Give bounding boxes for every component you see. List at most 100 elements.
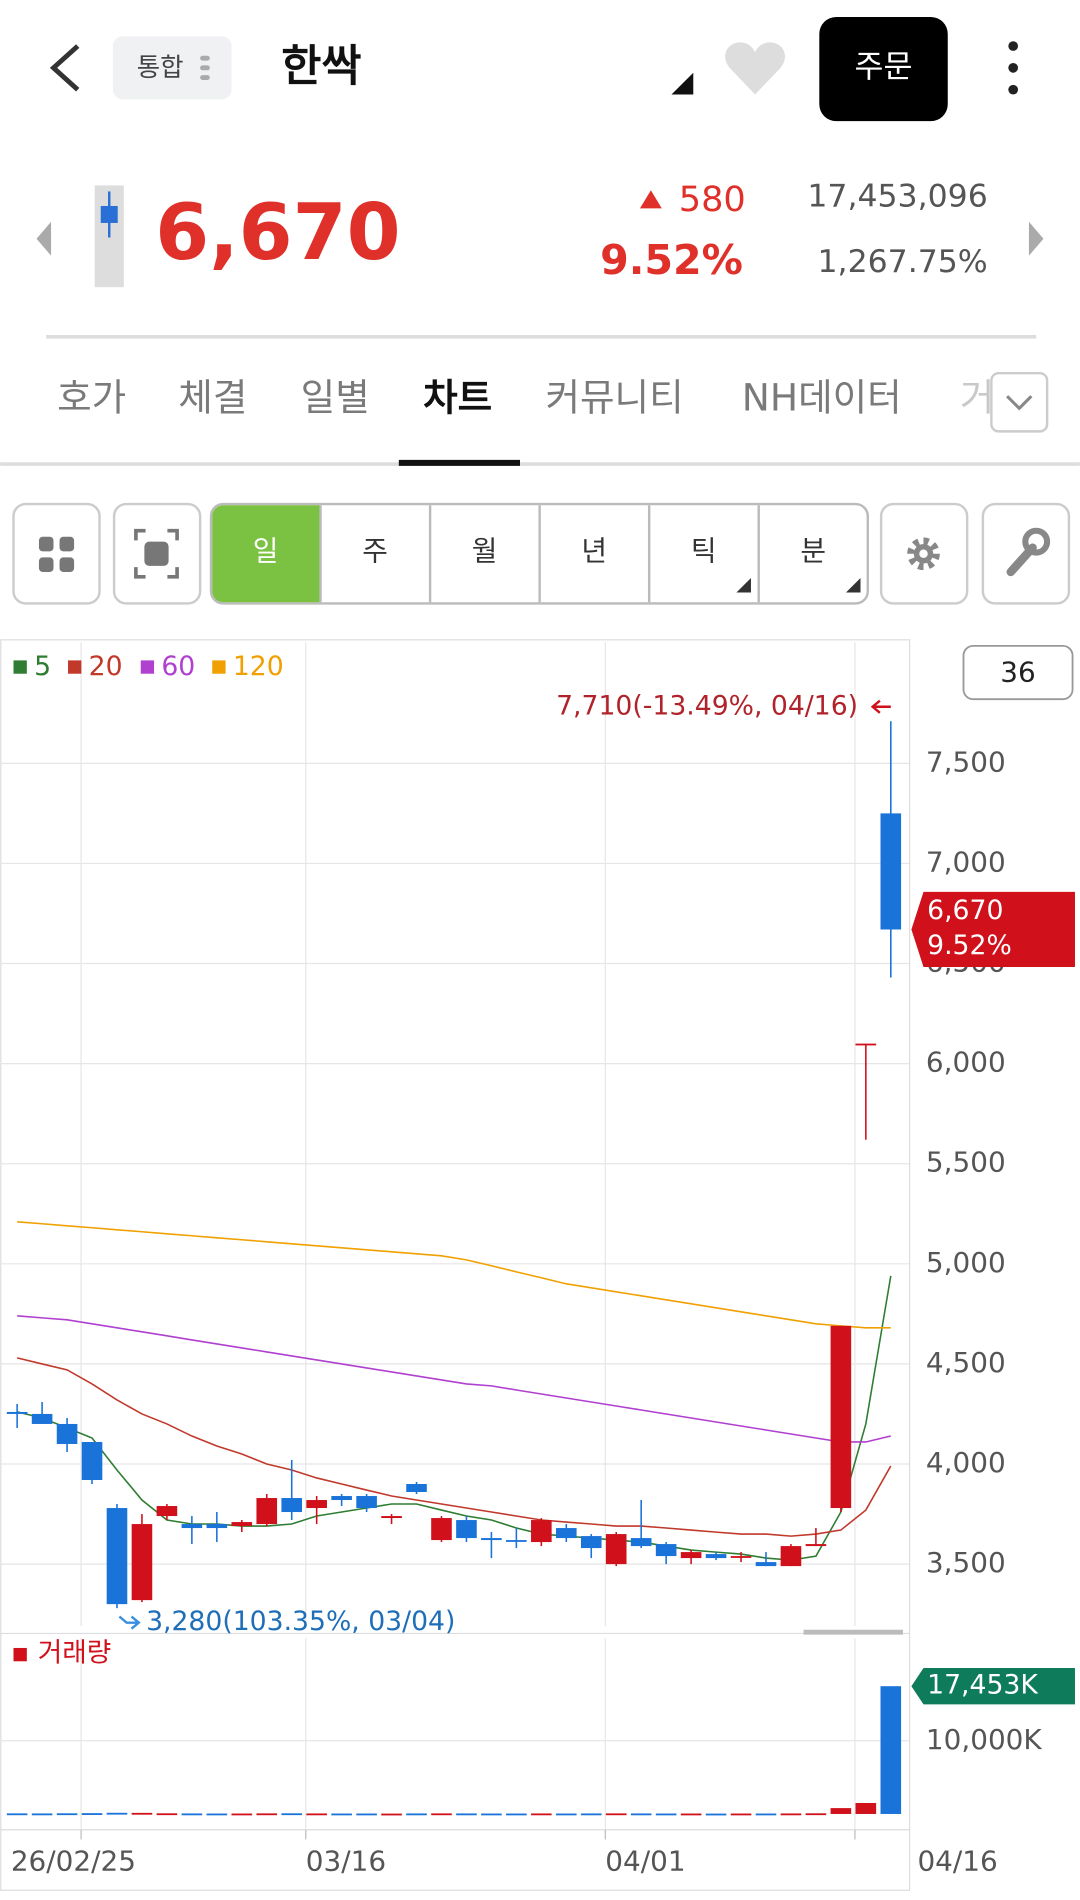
volume-bar [855,1802,877,1814]
candle-body [381,1516,402,1519]
next-stock[interactable] [1028,221,1044,256]
candle-body [306,1500,327,1509]
period-button[interactable]: 년 [581,535,607,568]
volume-bar [580,1813,602,1816]
y-tick-label: 4,500 [926,1346,1006,1379]
candle-body [805,1544,827,1547]
period-button[interactable]: 일 [253,535,279,568]
volume-bar [730,1813,752,1816]
volume-bar [106,1812,128,1815]
volume-bar [755,1813,777,1816]
candle-body [356,1496,377,1509]
volume-bar [481,1813,502,1816]
volume-bar [356,1813,377,1816]
volume-tag-label: 17,453K [927,1670,1039,1701]
tab[interactable]: 호가 [57,375,126,419]
legend-swatch [68,660,82,674]
candle-body [431,1518,452,1541]
tab[interactable]: 차트 [423,375,492,419]
count-box[interactable] [962,644,1074,701]
candle-body [481,1538,502,1541]
tab[interactable]: 체결 [178,375,247,419]
candle-body [880,813,902,930]
candle-body [206,1524,228,1529]
y-tick-label: 5,500 [926,1146,1006,1179]
candle-body [131,1524,153,1601]
candle-body [281,1498,303,1513]
volume-tick-label: 10,000K [926,1723,1042,1756]
candle-body [106,1508,128,1605]
high-arrow [870,699,891,714]
layout-icon [38,536,75,572]
legend-swatch [212,660,226,674]
count-text: 36 [1000,656,1035,689]
tab-more[interactable] [990,372,1049,433]
candle-body [56,1423,78,1444]
period-selected [212,505,321,603]
volume-bar [431,1813,452,1816]
price-tag-change: 9.52% [927,930,1012,961]
x-tick-label: 26/02/25 [11,1844,136,1877]
volume-bar [6,1813,28,1816]
period-button[interactable]: 분 [800,535,826,568]
layout-button[interactable] [12,502,101,605]
plot: 3,5004,0004,5005,0005,5006,0006,5007,000… [0,642,1075,1877]
price-change: 580 [679,179,746,220]
period-button[interactable]: 틱 [691,535,717,568]
tab[interactable]: NH데이터 [742,375,902,419]
volume-bar [81,1813,103,1815]
legend-label: 20 [89,651,123,682]
tab[interactable]: 일별 [301,375,370,419]
order-button-text: 주문 [855,49,913,85]
back-button[interactable] [49,44,80,92]
x-tick-label: 04/16 [917,1844,997,1877]
wrench-head [1022,527,1051,556]
candle-body [605,1534,627,1565]
legend-label: 5 [34,651,51,682]
volume-bar [605,1813,627,1816]
legend-label: 60 [161,651,195,682]
candle-body [555,1528,577,1539]
volume-bar [705,1813,727,1816]
y-tick-label: 4,000 [926,1446,1006,1479]
change-rate: 9.52% [600,236,743,284]
y-tick-label: 7,500 [926,745,1006,778]
legend-swatch [13,660,27,674]
volume-bar [381,1813,402,1816]
legend-swatch [13,1647,27,1662]
candle-body [830,1325,852,1509]
candle-body [630,1538,652,1547]
candle-body [6,1411,28,1414]
volume-bar [680,1813,702,1816]
tab-bar: 호가 체결 일별 차트 커뮤니티 NH데이터 거 [57,375,994,419]
volume-ratio: 1,267.75% [818,244,988,280]
name-dropdown[interactable] [671,72,694,95]
volume-bar [256,1813,278,1816]
market-badge[interactable] [112,36,232,100]
low-arrow [118,1615,141,1630]
legend-swatch [140,660,155,674]
candle-body [456,1520,477,1539]
candle-body [506,1540,527,1542]
volume-bar [805,1813,827,1816]
tab[interactable]: 거 [960,375,995,419]
tab[interactable]: 커뮤니티 [545,375,683,419]
volume-bar [830,1808,852,1814]
high-annotation: 7,710(-13.49%, 04/16) [556,690,858,721]
tab-more-icon [1006,395,1033,411]
candle-body [580,1536,602,1549]
ma-line [16,1275,892,1561]
order-button[interactable] [819,16,948,122]
prev-stock[interactable] [36,221,52,256]
period-button[interactable]: 월 [472,535,498,568]
favorite-button[interactable] [725,42,785,95]
candle-body [780,1546,802,1567]
candle-body [755,1562,777,1567]
more-menu[interactable] [1008,41,1019,95]
volume-bar [31,1813,53,1816]
volume-bar [555,1813,577,1816]
period-button[interactable]: 주 [362,535,388,568]
candle-body [531,1520,552,1543]
